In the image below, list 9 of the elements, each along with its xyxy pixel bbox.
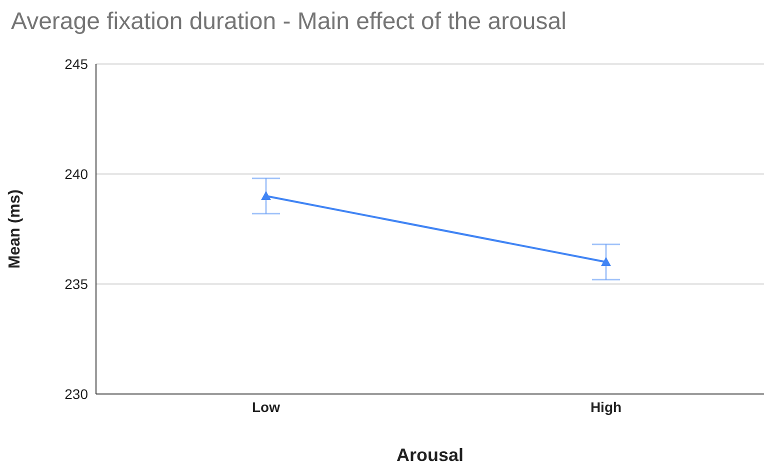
x-tick-label: High (590, 398, 622, 415)
y-tick-label: 245 (64, 56, 88, 72)
y-tick-label: 230 (64, 386, 88, 402)
y-tick-label: 235 (64, 276, 88, 292)
chart-title: Average fixation duration - Main effect of the arousal (11, 8, 566, 36)
x-tick-label: Low (252, 398, 280, 415)
y-axis-title: Mean (ms) (6, 189, 24, 269)
y-tick-label: 240 (64, 166, 88, 182)
x-axis-title: Arousal (396, 445, 464, 465)
